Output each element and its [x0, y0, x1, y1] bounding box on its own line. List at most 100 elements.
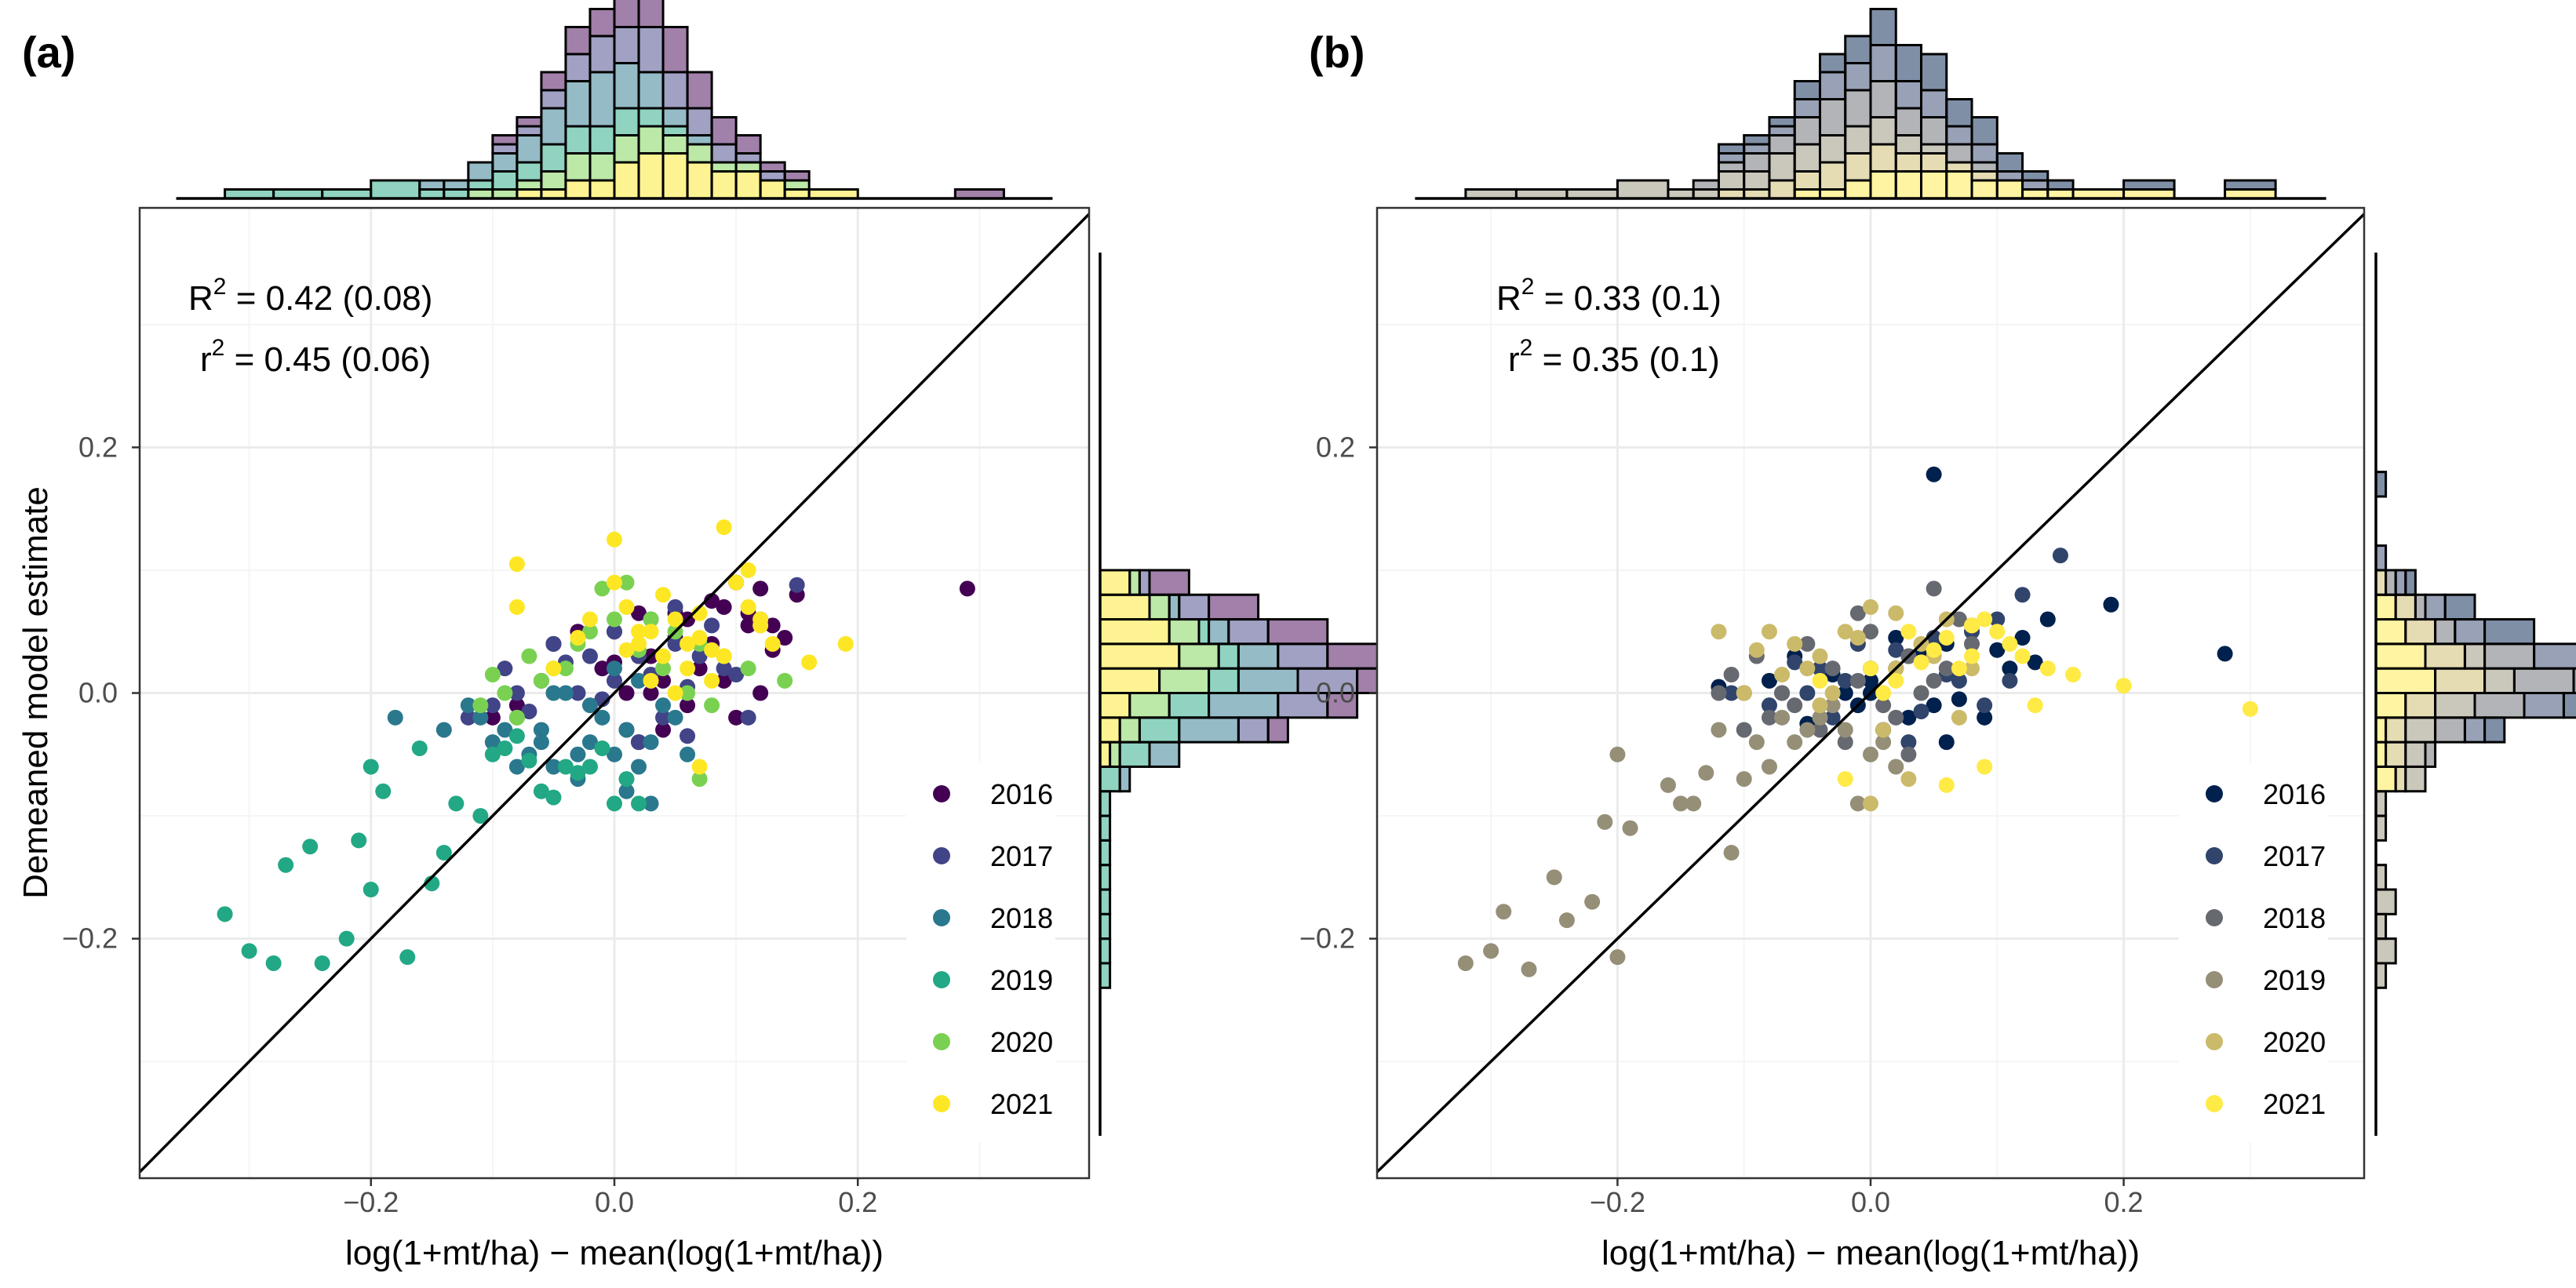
- y-histogram-bar-2020: [2434, 667, 2487, 694]
- x-histogram-bar-2021: [759, 179, 786, 200]
- y-histogram-bar-2020: [2424, 642, 2466, 670]
- data-point-2020: [1799, 660, 1816, 677]
- x-histogram-bar-2019: [1768, 152, 1796, 182]
- data-point-2019: [435, 845, 452, 861]
- data-point-2020: [1837, 624, 1853, 640]
- data-point-2021: [691, 759, 708, 775]
- y-tick-label: 0.0: [78, 677, 118, 709]
- y-histogram-bar-2020: [1148, 593, 1171, 621]
- data-point-2018: [1888, 709, 1904, 726]
- data-point-2021: [1951, 660, 1967, 677]
- y-histogram-bar-2017: [1277, 642, 1329, 670]
- x-histogram-bar-2021: [1844, 179, 1872, 200]
- data-point-2017: [1812, 660, 1828, 677]
- x-histogram-bar-2020: [686, 143, 713, 164]
- x-histogram-bar-2016: [2122, 179, 2176, 191]
- data-point-2018: [655, 697, 672, 714]
- small-r2-value: = 0.35 (0.1): [1532, 340, 1719, 379]
- data-point-2021: [607, 531, 622, 548]
- x-histogram-bar-2016: [1995, 152, 2024, 173]
- legend-key-2020: [933, 1033, 950, 1050]
- data-point-2017: [728, 667, 745, 683]
- y-histogram-bar-2021: [1099, 618, 1171, 646]
- legend-label-2020: 2020: [2263, 1026, 2326, 1058]
- y-histogram-bar-2018: [2424, 740, 2437, 768]
- data-point-2016: [508, 697, 525, 714]
- legend-label-2021: 2021: [2263, 1088, 2326, 1120]
- y-histogram-bar-2021: [2374, 692, 2407, 719]
- data-point-2019: [472, 808, 489, 824]
- x-histogram-bar-2016: [1793, 80, 1821, 100]
- x-histogram-bar-2016: [516, 116, 543, 128]
- data-point-2017: [1900, 734, 1917, 751]
- data-point-2019: [217, 906, 233, 922]
- data-point-2021: [2115, 678, 2132, 694]
- y-histogram-bar-2017: [2523, 692, 2565, 719]
- x-histogram-bar-2020: [783, 179, 811, 191]
- data-point-2019: [1597, 813, 1613, 830]
- y-histogram-bar-2019: [2434, 692, 2476, 719]
- data-point-2020: [1900, 771, 1917, 788]
- x-axis-title: log(1+mt/ha) − mean(log(1+mt/ha)): [1601, 1234, 2140, 1272]
- x-histogram-bar-2016: [564, 26, 592, 56]
- x-histogram-bar-2021: [1995, 179, 2024, 200]
- data-point-2019: [1787, 734, 1803, 751]
- x-histogram-bar-2017: [588, 35, 616, 74]
- data-point-2018: [1913, 685, 1929, 701]
- data-point-2017: [1977, 697, 1993, 714]
- panel-label: (b): [1309, 27, 1365, 77]
- data-point-2018: [545, 759, 562, 775]
- x-histogram-bar-2020: [1970, 170, 1998, 182]
- data-point-2021: [680, 635, 696, 652]
- x-tick-label: −0.2: [343, 1186, 399, 1218]
- y-histogram-bar-2016: [2483, 716, 2506, 744]
- x-histogram-bar-2018: [637, 71, 665, 110]
- data-point-2019: [533, 783, 549, 799]
- data-point-2020: [557, 660, 574, 677]
- y-histogram-bar-2021: [2374, 618, 2407, 646]
- data-point-2021: [740, 599, 756, 615]
- y-histogram-bar-2017: [1178, 593, 1211, 621]
- data-point-2018: [1900, 746, 1917, 762]
- legend-label-2018: 2018: [2263, 902, 2326, 934]
- small-r2-superscript: 2: [1520, 335, 1533, 361]
- x-histogram-bar-2017: [1793, 98, 1821, 118]
- data-point-2019: [1863, 746, 1878, 762]
- y-histogram-bar-2016: [2374, 471, 2388, 498]
- data-point-2021: [1964, 617, 1980, 634]
- y-histogram-bar-2020: [1178, 642, 1220, 670]
- y-histogram-bar-2020: [1168, 618, 1201, 646]
- x-histogram-bar-2021: [1894, 170, 1923, 200]
- data-point-2018: [1837, 734, 1853, 751]
- data-point-2021: [1938, 630, 1955, 646]
- x-histogram-bar-2017: [540, 89, 567, 110]
- data-point-2021: [752, 611, 769, 628]
- data-point-2020: [1711, 624, 1727, 640]
- x-histogram-bar-2016: [759, 161, 786, 173]
- data-point-2018: [631, 672, 647, 689]
- svg-text:r2 = 0.45 (0.06): r2 = 0.45 (0.06): [200, 335, 431, 379]
- data-point-2018: [667, 709, 683, 726]
- right-histogram: [2374, 253, 2576, 1136]
- data-point-2019: [570, 765, 586, 781]
- data-point-2016: [959, 580, 975, 597]
- y-histogram-bar-2021: [1099, 593, 1151, 621]
- y-histogram-bar-2019: [2374, 962, 2388, 989]
- small-r2-symbol: r: [200, 340, 212, 379]
- r2-superscript: 2: [213, 274, 227, 300]
- data-point-2018: [1799, 635, 1816, 652]
- data-point-2021: [1863, 660, 1878, 677]
- x-histogram-bar-2018: [1869, 80, 1897, 118]
- data-point-2016: [1926, 697, 1942, 714]
- data-point-2019: [265, 955, 282, 971]
- y-histogram-bar-2018: [2434, 618, 2457, 646]
- x-histogram-bar-2016: [1844, 35, 1872, 64]
- data-point-2020: [691, 771, 708, 788]
- small-r2-value: = 0.45 (0.06): [224, 340, 431, 379]
- y-histogram-bar-2017: [2572, 667, 2576, 694]
- x-histogram-bar-2018: [467, 161, 494, 182]
- x-histogram-bar-2018: [588, 71, 616, 128]
- data-point-2018: [1761, 709, 1777, 726]
- data-point-2020: [581, 624, 598, 640]
- y-histogram-bar-2020: [2394, 593, 2417, 621]
